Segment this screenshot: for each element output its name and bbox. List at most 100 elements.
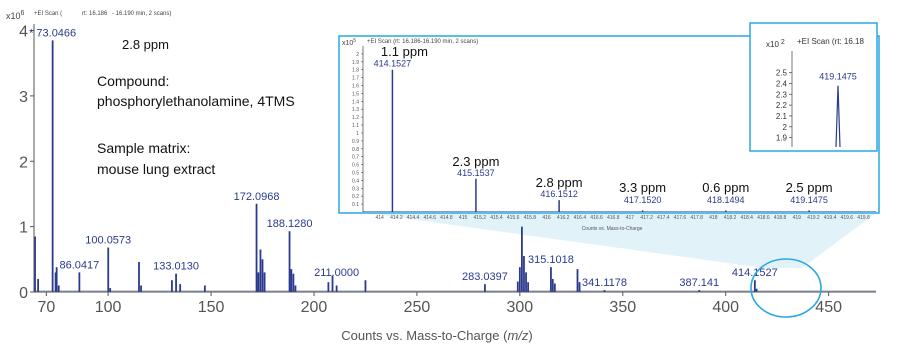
matrix-name: mouse lung extract <box>97 161 215 177</box>
main-y-tick-label: 0 <box>19 285 28 302</box>
inset-scan-info: +EI Scan (rt: 16.186-16.190 min, 2 scans… <box>367 39 478 45</box>
inset-x-tick-label: 416.8 <box>607 215 620 221</box>
inset-x-tick-label: 418.6 <box>757 215 770 221</box>
main-x-tick-label: 450 <box>815 299 842 316</box>
main-peak-label: 188.1280 <box>267 218 313 230</box>
inset-y-tick-label: 0.1 <box>352 202 359 208</box>
inset-y-tick-label: 0.2 <box>352 194 359 200</box>
inset-y-tick-label: 1.6 <box>352 84 359 90</box>
main-peak-label: * 73.0466 <box>29 27 76 39</box>
main-x-tick-label: 300 <box>506 299 533 316</box>
inset-y-tick-label: 0.5 <box>352 170 359 176</box>
zoom-y-tick-label: 2.3 <box>776 90 788 99</box>
inset-y-tick-label: 1.8 <box>352 68 359 74</box>
matrix-heading: Sample matrix: <box>97 140 190 156</box>
main-peak-label: 283.0397 <box>462 271 508 283</box>
main-x-tick-label: 150 <box>198 299 225 316</box>
inset-x-tick-label: 416.2 <box>557 215 570 221</box>
zoom-y-exponent: x10 2 <box>766 39 785 49</box>
zoom-y-tick-label: 2.4 <box>776 79 788 88</box>
main-y-tick-label: 1 <box>19 220 28 237</box>
inset-ppm-label: 1.1 ppm <box>381 44 428 59</box>
zoom-y-tick-label: 2.1 <box>776 112 788 121</box>
inset-y-tick-label: 2 <box>356 52 359 58</box>
main-x-tick-label: 250 <box>404 299 431 316</box>
inset-x-tick-label: 414.8 <box>440 215 453 221</box>
inset-x-tick-label: 419.6 <box>841 215 854 221</box>
inset-peak-label: 417.1520 <box>624 195 662 205</box>
main-peak-label: 100.0573 <box>85 235 131 247</box>
inset-peaks <box>391 69 810 212</box>
inset-x-tick-label: 417.8 <box>690 215 703 221</box>
main-y-tick-label: 3 <box>19 89 28 106</box>
inset-x-tick-label: 415 <box>459 215 468 221</box>
inset-y-exponent: x105 <box>342 38 356 47</box>
main-x-tick-label: 70 <box>37 299 55 316</box>
inset-x-tick-label: 418.8 <box>774 215 787 221</box>
inset-x-tick-label: 419 <box>793 215 802 221</box>
main-y-tick-label: 2 <box>19 154 28 171</box>
zoom-y-tick-label: 2 <box>783 123 788 132</box>
main-peak-label: 387.141 <box>679 277 719 289</box>
inset-x-tick-label: 414.6 <box>423 215 436 221</box>
compound-heading: Compound: <box>97 73 169 89</box>
inset-y-tick-label: 1.5 <box>352 91 359 97</box>
inset-x-tick-label: 415.6 <box>507 215 520 221</box>
inset-peak-label: 416.1512 <box>540 189 578 199</box>
inset-x-tick-label: 418.2 <box>724 215 737 221</box>
inset-x-tick-label: 414.4 <box>407 215 420 221</box>
inset-x-tick-label: 416.4 <box>574 215 587 221</box>
inset-x-tick-label: 418.4 <box>740 215 753 221</box>
callout-wedge <box>366 213 876 268</box>
inset-ppm-label: 2.8 ppm <box>536 175 583 190</box>
main-x-axis-label: Counts vs. Mass-to-Charge (m/z) <box>341 328 532 343</box>
zoom-y-tick-label: 1.9 <box>776 134 788 143</box>
inset-peak-label: 419.1475 <box>790 195 828 205</box>
inset-y-tick-label: 1.7 <box>352 76 359 82</box>
inset-x-tick-label: 415.2 <box>474 215 487 221</box>
zoom-scan-info: +EI Scan (rt: 16.18 <box>797 37 864 46</box>
main-x-tick-label: 100 <box>95 299 122 316</box>
zoom-peak: 419.1475 <box>819 72 857 148</box>
inset-x-tick-label: 415.4 <box>490 215 503 221</box>
inset-x-tick-label: 419.8 <box>857 215 870 221</box>
inset-axes: 0.1 0.2 0.3 0.4 0.50.6 0.7 0.8 0.9 1 1.1 1.2 1.3 1.4… <box>352 46 876 221</box>
callout-circle <box>750 258 822 318</box>
main-peak-label: 86.0417 <box>59 259 99 271</box>
inset-y-tick-label: 1.4 <box>352 99 359 105</box>
inset-x-tick-label: 416 <box>542 215 551 221</box>
main-scan-info: +EI Scan ( <box>34 11 62 17</box>
inset-peak-label: 414.1527 <box>374 59 412 69</box>
zoom-y-tick-label: 2.5 <box>776 69 788 78</box>
zoom-frame <box>749 22 878 152</box>
inset-y-tick-label: 0.9 <box>352 139 359 145</box>
main-y-exponent: x106 <box>6 10 25 21</box>
main-peak-label: 172.0968 <box>234 191 280 203</box>
inset-x-tick-label: 417.4 <box>657 215 670 221</box>
inset-ppm-label: 3.3 ppm <box>619 180 666 195</box>
inset-y-tick-label: 1.1 <box>352 123 359 129</box>
inset-ppm-label: 0.6 ppm <box>702 180 749 195</box>
main-y-tick-label: 4 <box>19 24 28 41</box>
main-x-tick-label: 400 <box>712 299 739 316</box>
inset-x-tick-label: 414 <box>376 215 385 221</box>
main-x-tick-label: 350 <box>609 299 636 316</box>
inset-y-tick-label: 0.3 <box>352 186 359 192</box>
main-axes: 0 1 2 3 4 70 100 150 200 250 300 350 400 450 <box>19 24 876 316</box>
main-peak-label: 133.0130 <box>153 261 199 273</box>
inset-y-tick-label: 1.3 <box>352 107 359 113</box>
inset-y-tick-label: 0.6 <box>352 163 359 169</box>
inset-x-tick-label: 419.4 <box>824 215 837 221</box>
zoom-y-tick-label: 2.2 <box>776 101 788 110</box>
inset-ppm-label: 2.3 ppm <box>452 154 499 169</box>
main-spectrum: 0 1 2 3 4 70 100 150 200 250 300 350 400 450 * 73.046… <box>19 24 876 316</box>
zoom-axes: 1.9 2 2.1 2.2 2.3 2.42.5 <box>776 51 793 147</box>
main-peak-label: 341.1178 <box>582 277 627 289</box>
main-scan-rt: rt: 16.186 <box>82 11 108 17</box>
inset-x-tick-label: 417.2 <box>640 215 653 221</box>
inset-y-tick-label: 0.8 <box>352 147 359 153</box>
inset-x-tick-label: 417 <box>626 215 635 221</box>
main-scan-rt-range: - 16.190 min, 2 scans) <box>112 11 171 17</box>
